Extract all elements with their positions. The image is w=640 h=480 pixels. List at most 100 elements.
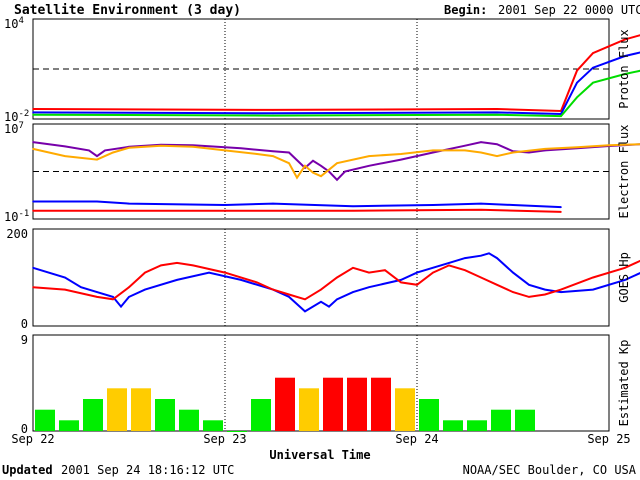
data-point <box>512 291 514 293</box>
y-tick-label: 104 <box>4 16 24 31</box>
kp-bar <box>323 377 343 431</box>
data-point <box>576 69 578 72</box>
data-point <box>272 112 274 115</box>
series-line <box>32 69 640 118</box>
data-point <box>560 291 562 293</box>
data-point <box>592 66 594 69</box>
data-point <box>312 160 314 162</box>
data-point <box>624 38 626 41</box>
data-point <box>496 113 498 116</box>
data-point <box>336 162 338 164</box>
kp-bar <box>491 409 511 431</box>
data-point <box>480 209 482 211</box>
data-point <box>544 148 546 150</box>
data-point <box>96 158 98 161</box>
data-point <box>368 271 370 274</box>
data-point <box>592 52 594 54</box>
data-point <box>96 291 98 293</box>
data-point <box>352 209 354 212</box>
data-point <box>624 73 626 75</box>
data-point <box>192 209 194 212</box>
data-point <box>304 310 306 313</box>
kp-bar <box>347 377 367 431</box>
data-point <box>304 298 306 301</box>
data-point <box>368 165 370 167</box>
data-point <box>496 143 498 145</box>
data-point <box>160 144 162 147</box>
data-point <box>304 165 306 167</box>
begin-label: Begin: <box>444 3 487 17</box>
data-point <box>336 276 338 279</box>
kp-bar <box>275 377 295 431</box>
data-point <box>464 257 466 259</box>
data-point <box>400 158 402 161</box>
data-point <box>256 153 258 155</box>
data-point <box>64 145 66 148</box>
kp-bar <box>419 399 439 431</box>
data-point <box>344 170 346 173</box>
data-point <box>296 176 298 179</box>
data-point <box>400 281 402 284</box>
data-point <box>288 296 290 298</box>
data-point <box>432 271 434 274</box>
kp-bar <box>443 420 463 431</box>
data-point <box>312 171 314 174</box>
data-point <box>272 202 274 205</box>
data-point <box>224 271 226 274</box>
data-point <box>352 205 354 207</box>
data-point <box>208 271 210 274</box>
data-point <box>592 81 594 84</box>
panel-name-label: GOES Hp <box>617 252 631 303</box>
kp-bar <box>83 399 103 431</box>
data-point <box>464 144 466 147</box>
data-point <box>160 264 162 267</box>
data-point <box>480 202 482 205</box>
panel-name-label: Electron Flux <box>617 125 631 219</box>
data-point <box>112 151 114 154</box>
data-point <box>608 144 610 147</box>
data-point <box>120 305 122 308</box>
data-point <box>192 144 194 147</box>
data-point <box>176 262 178 264</box>
data-point <box>480 141 482 143</box>
data-point <box>104 149 106 152</box>
panel-frames <box>32 18 610 432</box>
data-point <box>96 296 98 298</box>
data-point <box>32 286 34 289</box>
data-point <box>352 291 354 293</box>
panel-frame <box>32 18 610 120</box>
credit-text: NOAA/SEC Boulder, CO USA <box>463 463 637 477</box>
x-tick-label: Sep 25 <box>587 432 630 446</box>
y-tick-label: 10-2 <box>4 109 29 124</box>
x-axis-ticks: Sep 22 Sep 23 Sep 24 Sep 25 <box>11 432 630 446</box>
kp-bar <box>35 409 55 431</box>
y-tick-label: 0 <box>21 317 28 331</box>
data-point <box>512 151 514 154</box>
data-point <box>624 55 626 57</box>
data-point <box>336 179 338 181</box>
data-point <box>320 165 322 167</box>
data-point <box>576 81 578 84</box>
data-point <box>432 149 434 152</box>
kp-bar <box>467 420 487 431</box>
chart-title: Satellite Environment (3 day) <box>14 3 241 18</box>
data-point <box>560 206 562 208</box>
data-point <box>320 175 322 177</box>
kp-bar <box>251 399 271 431</box>
data-point <box>336 298 338 301</box>
kp-bar <box>59 420 79 431</box>
data-point <box>88 149 90 152</box>
data-point <box>480 276 482 279</box>
kp-bar <box>227 431 247 432</box>
data-point <box>432 204 434 206</box>
data-point <box>464 149 466 152</box>
data-point <box>576 146 578 149</box>
data-point <box>144 288 146 291</box>
data-point <box>400 153 402 155</box>
data-point <box>368 155 370 157</box>
data-point <box>272 288 274 291</box>
data-point <box>64 288 66 291</box>
data-point <box>528 296 530 298</box>
data-point <box>32 200 34 203</box>
data-point <box>544 288 546 291</box>
